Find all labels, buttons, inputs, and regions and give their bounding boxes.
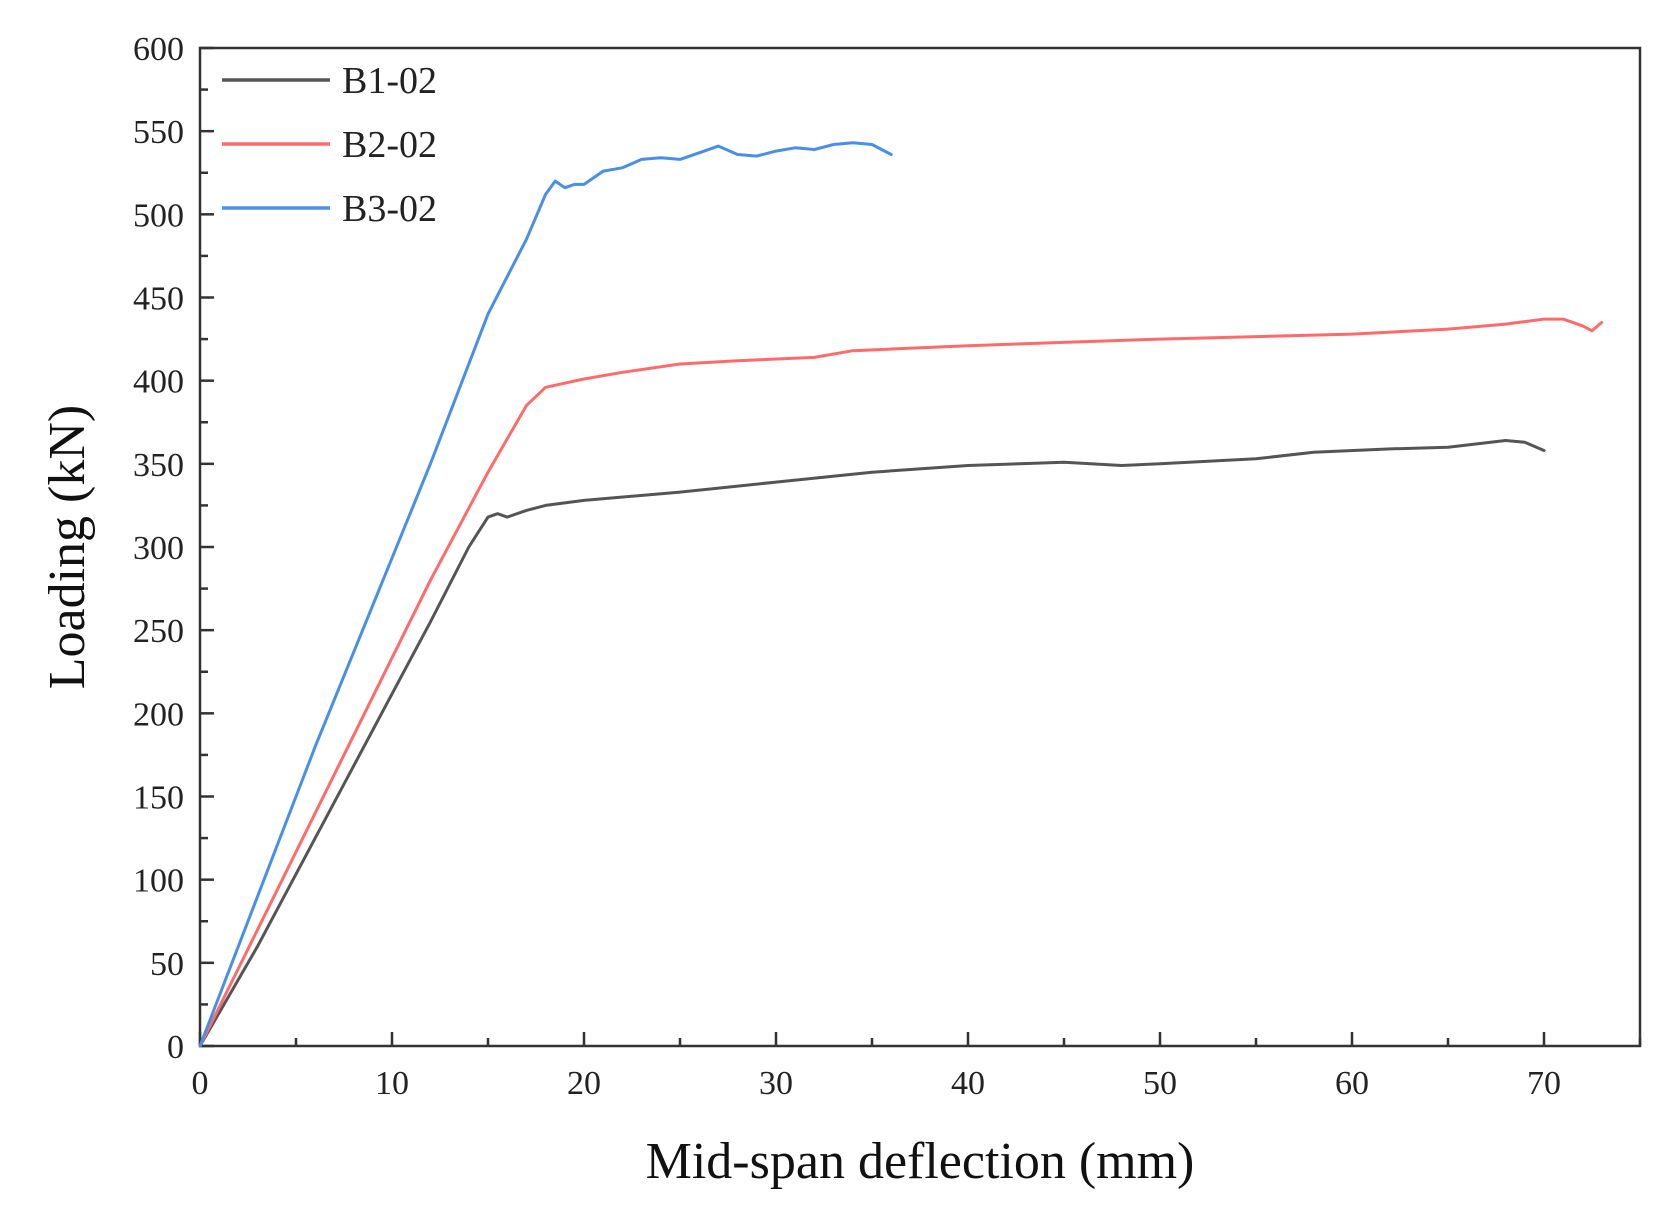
y-tick-label: 0 [167, 1029, 184, 1066]
x-tick-label: 30 [759, 1065, 793, 1102]
x-tick-label: 70 [1527, 1065, 1561, 1102]
series-line-b2-02 [198, 317, 1604, 1048]
legend-label: B2-02 [342, 124, 437, 166]
y-tick-label: 50 [150, 946, 184, 983]
x-tick-label: 0 [192, 1065, 209, 1102]
x-tick-label: 20 [567, 1065, 601, 1102]
x-tick-label: 10 [375, 1065, 409, 1102]
x-tick-label: 50 [1143, 1065, 1177, 1102]
y-tick-label: 350 [133, 447, 184, 484]
x-tick-label: 60 [1335, 1065, 1369, 1102]
legend-label: B3-02 [342, 188, 437, 230]
y-tick-label: 550 [133, 114, 184, 151]
series-line-b3-02 [198, 141, 893, 1048]
x-tick-label: 40 [951, 1065, 985, 1102]
series-line-b1-02 [198, 439, 1546, 1048]
y-tick-label: 600 [133, 31, 184, 68]
y-tick-label: 500 [133, 197, 184, 234]
y-tick-label: 200 [133, 696, 184, 733]
y-tick-label: 400 [133, 364, 184, 401]
legend: B1-02 B2-02 B3-02 [222, 60, 437, 230]
y-tick-label: 150 [133, 780, 184, 817]
axes: 0 10 20 30 40 50 60 70 0 50 100 150 200 250 300 350 400 4… [133, 31, 1642, 1102]
y-axis-title: Loading (kN) [39, 405, 96, 689]
y-tick-label: 300 [133, 530, 184, 567]
series-layer [198, 141, 1604, 1048]
y-tick-label: 100 [133, 863, 184, 900]
x-axis-title: Mid-span deflection (mm) [646, 1133, 1195, 1190]
y-tick-label: 250 [133, 613, 184, 650]
legend-label: B1-02 [342, 60, 437, 102]
y-tick-label: 450 [133, 281, 184, 318]
